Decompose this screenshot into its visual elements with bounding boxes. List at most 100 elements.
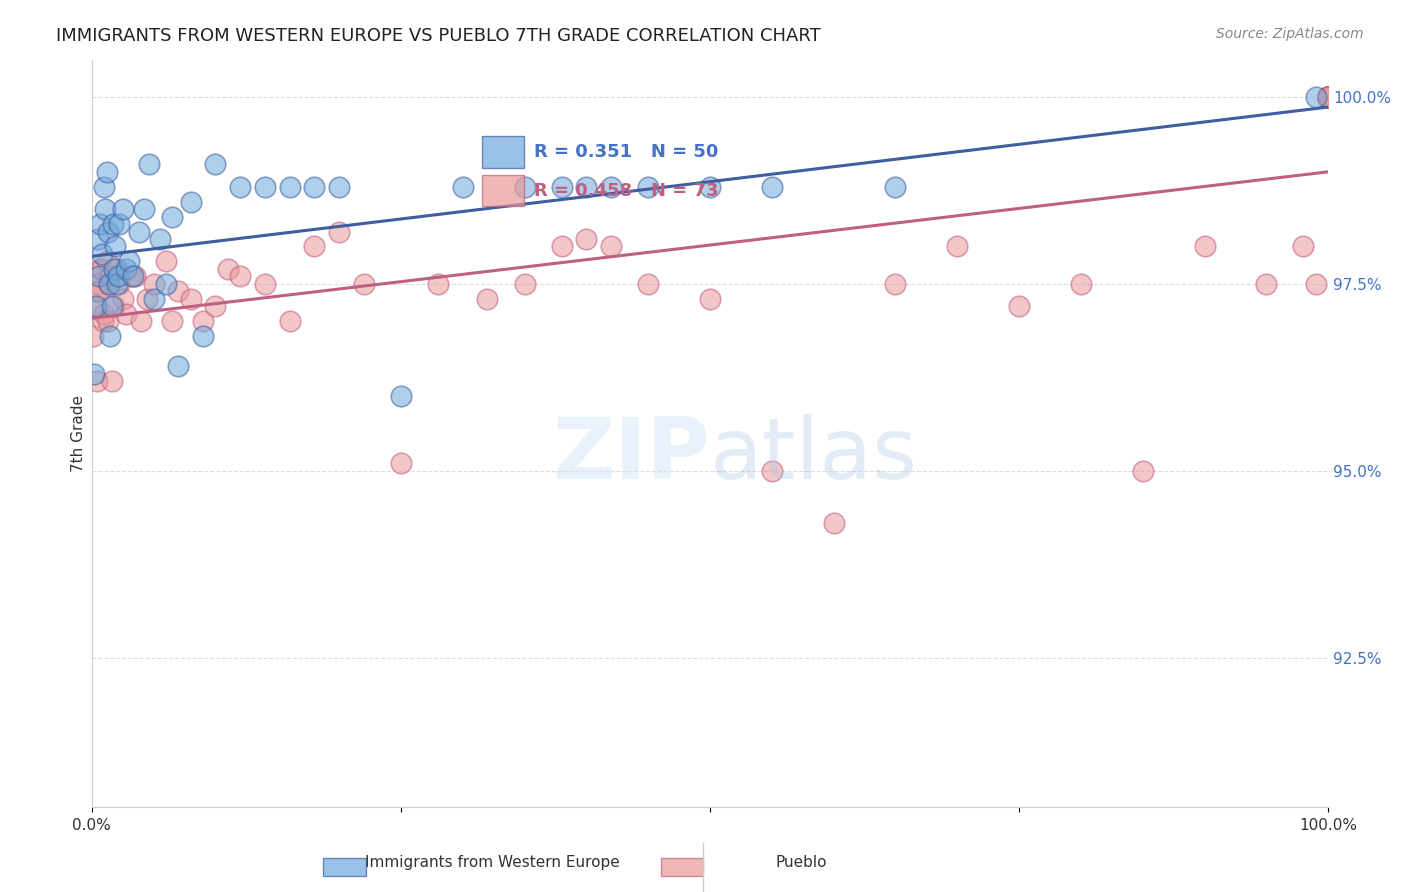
Point bbox=[89, 285, 111, 299]
Point bbox=[103, 299, 125, 313]
Point bbox=[575, 232, 598, 246]
Point bbox=[1317, 90, 1340, 104]
Point bbox=[1292, 239, 1315, 253]
Point bbox=[155, 254, 177, 268]
Point bbox=[97, 225, 120, 239]
Point bbox=[142, 277, 165, 291]
Point bbox=[1256, 277, 1278, 291]
Point bbox=[100, 299, 122, 313]
Point bbox=[550, 179, 572, 194]
Point bbox=[83, 299, 105, 313]
Point bbox=[96, 254, 118, 268]
Point bbox=[155, 277, 177, 291]
Point bbox=[93, 307, 115, 321]
Point bbox=[89, 261, 111, 276]
Point bbox=[93, 179, 115, 194]
Point bbox=[1317, 90, 1340, 104]
Point bbox=[823, 516, 845, 530]
Point bbox=[94, 202, 117, 216]
Point bbox=[160, 314, 183, 328]
Text: Immigrants from Western Europe: Immigrants from Western Europe bbox=[364, 855, 620, 870]
Text: IMMIGRANTS FROM WESTERN EUROPE VS PUEBLO 7TH GRADE CORRELATION CHART: IMMIGRANTS FROM WESTERN EUROPE VS PUEBLO… bbox=[56, 27, 821, 45]
Point bbox=[389, 389, 412, 403]
Point bbox=[98, 277, 121, 291]
Point bbox=[90, 247, 112, 261]
Point bbox=[98, 269, 121, 284]
Point bbox=[105, 277, 128, 291]
Point bbox=[1317, 90, 1340, 104]
Point bbox=[1317, 90, 1340, 104]
Point bbox=[1132, 464, 1154, 478]
Point bbox=[160, 210, 183, 224]
Point bbox=[120, 269, 142, 284]
Point bbox=[191, 329, 214, 343]
Point bbox=[86, 374, 108, 388]
Point bbox=[253, 179, 276, 194]
Point bbox=[600, 179, 623, 194]
Point bbox=[108, 217, 131, 231]
Point bbox=[98, 329, 121, 343]
Point bbox=[83, 367, 105, 381]
Point bbox=[699, 179, 721, 194]
Point bbox=[884, 179, 907, 194]
Text: atlas: atlas bbox=[710, 414, 918, 497]
Point bbox=[761, 179, 783, 194]
Point bbox=[87, 232, 110, 246]
Point bbox=[884, 277, 907, 291]
Point bbox=[229, 179, 252, 194]
Point bbox=[1317, 90, 1340, 104]
Point bbox=[278, 179, 301, 194]
Point bbox=[84, 299, 107, 313]
Point bbox=[96, 165, 118, 179]
Text: Source: ZipAtlas.com: Source: ZipAtlas.com bbox=[1216, 27, 1364, 41]
Point bbox=[513, 277, 536, 291]
Point bbox=[91, 314, 114, 328]
Point bbox=[138, 157, 160, 171]
Point bbox=[761, 464, 783, 478]
Text: ZIP: ZIP bbox=[553, 414, 710, 497]
Point bbox=[477, 292, 499, 306]
Point bbox=[304, 179, 326, 194]
Point bbox=[90, 261, 112, 276]
Point bbox=[427, 277, 450, 291]
Point bbox=[108, 277, 131, 291]
Point bbox=[167, 285, 190, 299]
Point bbox=[180, 292, 202, 306]
Point bbox=[111, 292, 134, 306]
Point bbox=[1317, 90, 1340, 104]
Point bbox=[98, 277, 121, 291]
Point bbox=[124, 269, 146, 284]
Point bbox=[89, 217, 111, 231]
Point bbox=[451, 179, 474, 194]
Point bbox=[107, 269, 129, 284]
Point bbox=[1070, 277, 1092, 291]
Point bbox=[1317, 90, 1340, 104]
Point bbox=[100, 374, 122, 388]
Point bbox=[1317, 90, 1340, 104]
Point bbox=[204, 299, 226, 313]
Text: 100.0%: 100.0% bbox=[1299, 818, 1357, 833]
Point bbox=[118, 254, 141, 268]
Point bbox=[637, 179, 659, 194]
Point bbox=[575, 179, 598, 194]
Point bbox=[1317, 90, 1340, 104]
Point bbox=[600, 239, 623, 253]
Point bbox=[217, 261, 239, 276]
Point bbox=[82, 329, 104, 343]
Point bbox=[191, 314, 214, 328]
Point bbox=[115, 261, 138, 276]
Point bbox=[328, 225, 350, 239]
Point bbox=[115, 307, 138, 321]
Point bbox=[167, 359, 190, 373]
Point bbox=[513, 179, 536, 194]
Point bbox=[637, 277, 659, 291]
Point bbox=[128, 225, 150, 239]
Point bbox=[204, 157, 226, 171]
Point bbox=[389, 456, 412, 470]
Point bbox=[1008, 299, 1031, 313]
Point bbox=[1317, 90, 1340, 104]
Point bbox=[142, 292, 165, 306]
Point bbox=[304, 239, 326, 253]
Point bbox=[87, 277, 110, 291]
Point bbox=[97, 314, 120, 328]
